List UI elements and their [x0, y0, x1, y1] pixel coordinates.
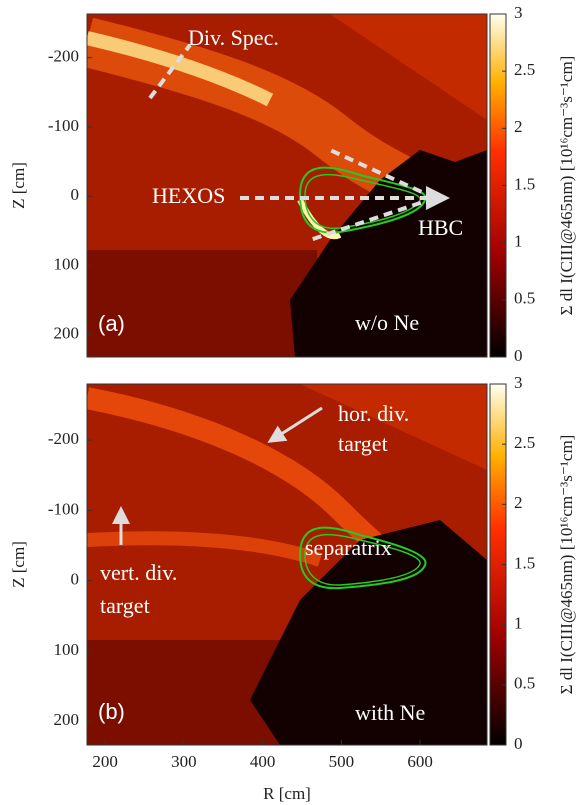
x-tick-label: 600: [407, 752, 433, 771]
panel-label: (a): [98, 311, 125, 336]
colorbar-tick-label: 0.5: [514, 674, 535, 693]
y-tick-label: 0: [71, 570, 80, 589]
y-tick-label: 100: [54, 640, 80, 659]
y-tick-label: 200: [54, 710, 80, 729]
colorbar-tick-label: 2: [514, 493, 523, 512]
annotation: target: [100, 593, 150, 618]
colorbar-tick-label: 1.5: [514, 553, 535, 572]
y-tick-label: 200: [54, 324, 80, 343]
colorbar-tick-label: 3: [514, 3, 523, 22]
y-tick-label: -200: [48, 429, 79, 448]
heatmap-b: [87, 384, 487, 745]
y-tick-label: 100: [54, 254, 80, 273]
x-tick-label: 500: [329, 752, 355, 771]
annotation: hor. div.: [338, 401, 409, 426]
colorbar-tick-label: 1.5: [514, 174, 535, 193]
colorbar-label: Σ dl I(CIII@465nm) [10¹⁶cm⁻³s⁻¹cm]: [557, 56, 576, 316]
y-tick-label: -200: [48, 47, 79, 66]
x-axis-label: R [cm]: [263, 784, 311, 803]
panel-label: (b): [98, 699, 125, 724]
x-tick-label: 200: [92, 752, 118, 771]
colorbar-tick-label: 3: [514, 373, 523, 392]
annotation: Div. Spec.: [188, 25, 279, 50]
annotation: HEXOS: [152, 183, 225, 208]
colorbar-tick-label: 1: [514, 232, 523, 251]
annotation: w/o Ne: [355, 310, 419, 335]
heatmap-a: [87, 14, 487, 357]
annotation: vert. div.: [100, 560, 177, 585]
x-tick-label: 300: [171, 752, 197, 771]
y-tick-label: -100: [48, 499, 79, 518]
colorbar-tick-label: 2: [514, 117, 523, 136]
annotation: separatrix: [305, 535, 392, 560]
frame-a: [86, 13, 488, 358]
colorbar-tick-label: 0: [514, 346, 523, 365]
colorbar-tick-label: 0.5: [514, 289, 535, 308]
colorbar-tick-label: 2.5: [514, 60, 535, 79]
colorbar-tick-label: 2.5: [514, 433, 535, 452]
annotation: with Ne: [355, 700, 425, 725]
colorbar-label: Σ dl I(CIII@465nm) [10¹⁶cm⁻³s⁻¹cm]: [557, 435, 576, 695]
annotation: target: [338, 431, 388, 456]
y-tick-label: -100: [48, 116, 79, 135]
y-axis-label: Z [cm]: [9, 162, 28, 209]
frame-b: [86, 383, 488, 746]
y-axis-label: Z [cm]: [9, 541, 28, 588]
annotation: HBC: [418, 215, 463, 240]
colorbar-tick-label: 0: [514, 734, 523, 753]
x-tick-label: 400: [250, 752, 276, 771]
y-tick-label: 0: [71, 185, 80, 204]
colorbar-tick-label: 1: [514, 614, 523, 633]
